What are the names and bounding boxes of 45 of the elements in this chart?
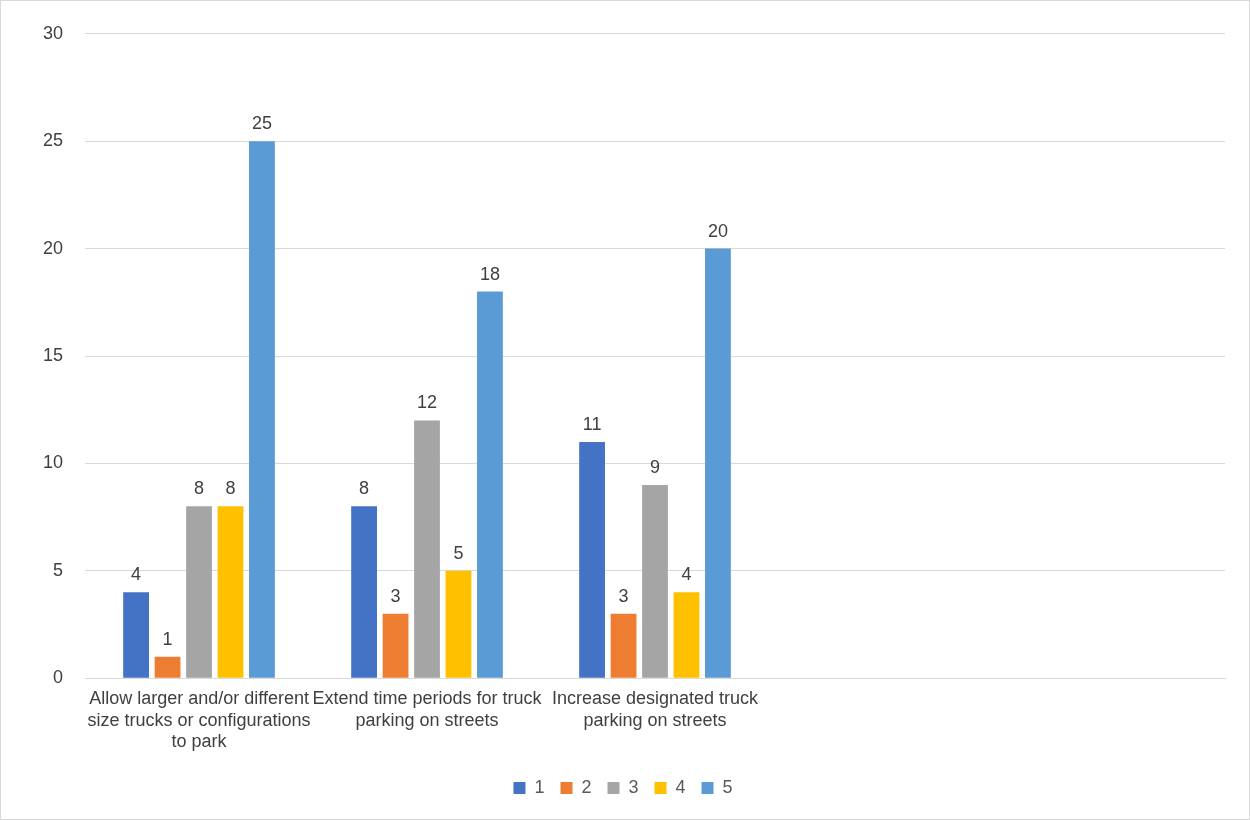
data-label: 4 [131,564,142,585]
data-label: 11 [582,413,602,434]
y-tick-label: 15 [42,344,64,365]
x-tick-label: Allow larger and/or different size trucks or configurations to park [87,687,311,752]
bar [642,484,668,678]
y-tick-label: 20 [42,237,64,258]
y-tick-label: 0 [53,667,64,688]
bar [705,248,731,678]
bar [186,506,212,678]
data-label: 12 [417,392,438,413]
data-label: 5 [453,542,464,563]
bar [579,441,605,678]
bar [217,506,244,678]
data-label: 18 [479,263,500,284]
bar [382,613,409,678]
data-label: 25 [251,113,272,134]
legend-label: 5 [722,776,733,797]
data-label: 9 [650,456,661,477]
bar [154,656,181,678]
legend-label: 2 [581,776,592,797]
y-tick-label: 30 [42,22,64,43]
x-tick-label: Extend time periods for truck parking on streets [312,687,543,730]
y-tick-label: 10 [42,452,64,473]
legend-label: 1 [534,776,545,797]
bar [123,592,149,678]
bar [673,592,700,678]
legend-label: 4 [675,776,686,797]
data-label: 1 [162,628,173,649]
bar [414,420,440,678]
bar [477,291,503,678]
bar [351,506,377,678]
bar [610,613,637,678]
y-tick-label: 25 [42,130,64,151]
data-label: 8 [225,478,236,499]
data-label: 4 [681,564,692,585]
bar [249,141,275,678]
data-label: 3 [390,585,401,606]
data-label: 3 [618,585,629,606]
data-label: 8 [359,478,370,499]
y-tick-label: 5 [53,559,64,580]
bar [445,570,472,678]
data-label: 20 [707,220,728,241]
data-label: 8 [194,478,205,499]
legend-label: 3 [628,776,639,797]
x-tick-label: Increase designated truck parking on streets [551,687,760,730]
